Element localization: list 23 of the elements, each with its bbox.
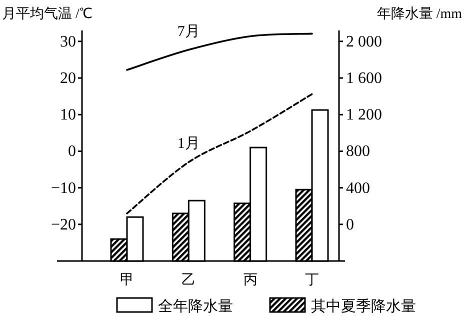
y2-tick-label: 0 <box>346 216 354 234</box>
y2-tick-label: 1 600 <box>346 70 382 87</box>
line-series <box>126 93 313 214</box>
y2-tick-label: 2 000 <box>346 33 382 50</box>
y-tick-label: 30 <box>60 33 76 50</box>
x-tick-label: 乙 <box>182 273 196 288</box>
x-tick-label: 丁 <box>305 273 319 288</box>
y2-tick-label: 400 <box>346 180 370 197</box>
series-label: 1月 <box>177 136 200 152</box>
y-tick-label: 0 <box>68 143 76 160</box>
legend-label: 全年降水量 <box>158 298 233 315</box>
y2-tick-label: 1 200 <box>346 106 382 124</box>
y-tick-label: −10 <box>50 180 76 197</box>
x-tick-label: 丙 <box>243 273 258 288</box>
x-tick-label: 甲 <box>120 273 134 288</box>
y-tick-label: 10 <box>60 106 76 124</box>
series-label: 7月 <box>177 24 200 40</box>
y2-axis-title: 年降水量 /mm <box>376 6 462 22</box>
y-axis-title: 月平均气温 /℃ <box>2 6 92 22</box>
legend-label: 其中夏季降水量 <box>311 298 416 315</box>
y-tick-label: −20 <box>50 216 76 234</box>
y2-tick-label: 800 <box>346 143 370 160</box>
y-tick-label: 20 <box>60 70 76 87</box>
